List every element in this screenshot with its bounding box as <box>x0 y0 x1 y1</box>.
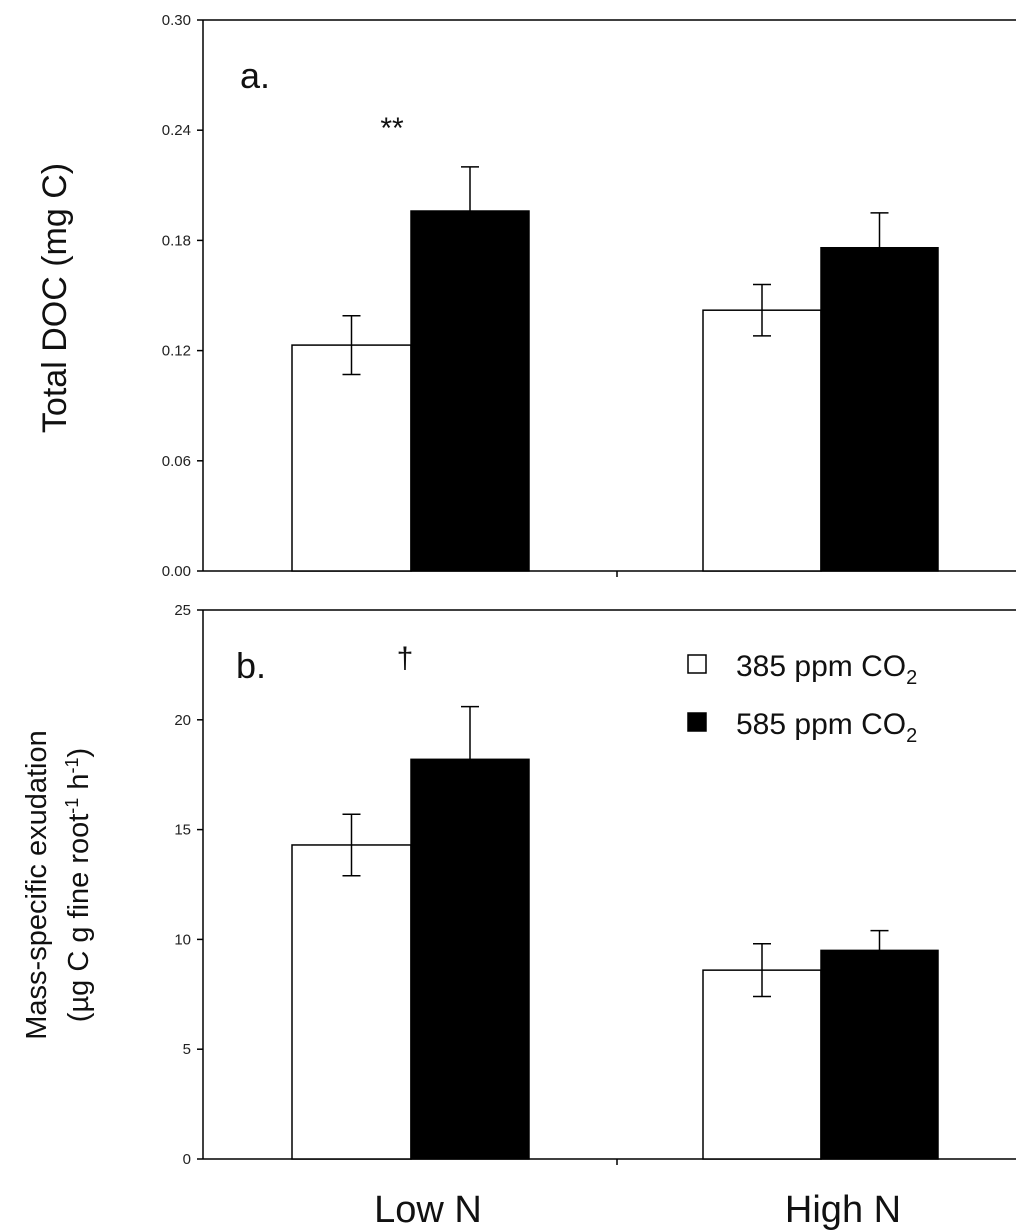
legend-swatch-585 <box>687 712 707 732</box>
panel-a-bar-low-n-series-1 <box>291 344 412 572</box>
panel-b-bar-low-n-series-1 <box>291 844 412 1160</box>
panel-a-bars <box>291 166 939 572</box>
panel-b-bar-high-n-series-2 <box>820 949 939 1160</box>
panel-a-y-axis-title: Total DOC (mg C) <box>36 163 74 433</box>
panel-a-bar-high-n-series-2 <box>820 246 939 572</box>
panel-a-bar-high-n-series-1 <box>702 309 822 572</box>
panel-a-y-tick-label: 0.00 <box>162 563 191 580</box>
panel-b-y-tick-label: 25 <box>174 602 191 619</box>
panel-a-y-tick-label: 0.06 <box>162 453 191 470</box>
panel-a-total-doc: Total DOC (mg C) a. 0.00 0.06 0.12 0.18 0.24… <box>36 12 1016 580</box>
category-label-high-n: High N <box>785 1189 901 1231</box>
panel-b-letter: b. <box>236 645 266 686</box>
legend-label-585: 585 ppm CO2 <box>736 708 917 747</box>
panel-b-bar-high-n-series-1 <box>702 969 822 1160</box>
panel-b-bar-low-n-series-2 <box>410 758 530 1160</box>
panel-b-annotations: † <box>397 642 414 675</box>
panel-b-y-tick-label: 5 <box>183 1041 191 1058</box>
panel-a-significance-mark: ** <box>380 112 404 145</box>
panel-b-bars <box>291 705 939 1160</box>
legend-swatch-385 <box>687 654 707 674</box>
panel-a-y-tick-label: 0.24 <box>162 122 191 139</box>
category-label-low-n: Low N <box>374 1189 482 1231</box>
panel-b-y-tick-label: 15 <box>174 822 191 839</box>
panel-a-letter: a. <box>240 55 270 96</box>
panel-b-y-tick-label: 20 <box>174 712 191 729</box>
legend: 385 ppm CO2 585 ppm CO2 <box>687 650 917 747</box>
legend-label-385: 385 ppm CO2 <box>736 650 917 689</box>
panel-b-mass-specific-exudation: Mass-specific exudation (µg C g fine roo… <box>21 602 1016 1168</box>
panel-b-y-tick-label: 0 <box>183 1151 191 1168</box>
panel-a-y-tick-label: 0.18 <box>162 232 191 249</box>
panel-b-ticks: 0 5 10 15 20 25 <box>174 602 203 1168</box>
panel-b-y-axis-title-line1: Mass-specific exudation <box>21 730 53 1039</box>
panel-a-ticks: 0.00 0.06 0.12 0.18 0.24 0.30 <box>162 12 203 580</box>
panel-b-y-axis-title-line2: (µg C g fine root-1 h-1) <box>62 748 95 1022</box>
panel-b-y-tick-label: 10 <box>174 931 191 948</box>
panel-b-significance-mark: † <box>397 642 414 675</box>
panel-a-annotations: ** <box>380 112 404 145</box>
panel-a-y-tick-label: 0.12 <box>162 343 191 360</box>
panel-a-y-tick-label: 0.30 <box>162 12 191 29</box>
panel-a-bar-low-n-series-2 <box>410 210 530 572</box>
